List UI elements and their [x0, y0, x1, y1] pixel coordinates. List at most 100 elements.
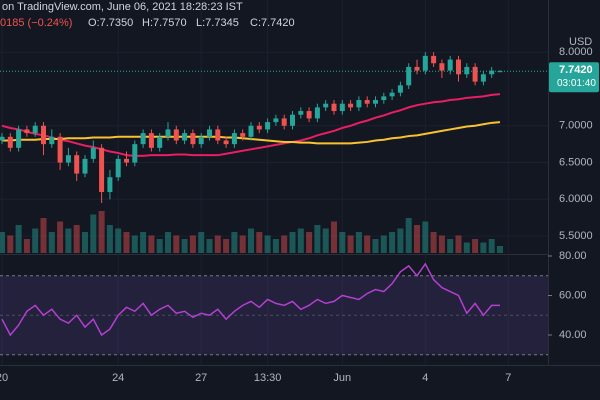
candle-body — [356, 100, 362, 108]
volume-bar — [447, 239, 454, 253]
volume-bar — [380, 235, 387, 253]
volume-bar — [372, 239, 379, 253]
candle-body — [132, 144, 138, 163]
y-tick-label: 5.5000 — [559, 230, 593, 242]
volume-bar — [198, 232, 205, 253]
change: 0185 (−0.24%) — [0, 17, 72, 29]
volume-bar — [438, 235, 445, 253]
volume-bar — [57, 221, 64, 253]
volume-bar — [40, 218, 47, 253]
candle-body — [215, 129, 221, 141]
candle-body — [314, 107, 320, 119]
volume-bar — [106, 225, 113, 253]
volume-bar — [248, 228, 254, 253]
volume-bar — [48, 232, 55, 253]
x-tick-label: 4 — [422, 372, 428, 384]
candle-body — [124, 158, 129, 163]
last-price-label: 7.7420 — [559, 64, 593, 76]
candle-body — [431, 55, 437, 64]
volume-bar — [472, 239, 479, 253]
rsi-band — [0, 275, 548, 355]
volume-bar — [355, 232, 362, 253]
candle-body — [198, 136, 204, 145]
candle-body — [90, 147, 96, 159]
candle-body — [422, 55, 428, 71]
volume-bar — [206, 239, 213, 253]
volume-bar — [455, 235, 462, 253]
rsi-tick-label: 60.00 — [559, 289, 587, 301]
volume-bar — [7, 235, 14, 253]
volume-bar — [181, 239, 188, 253]
x-tick-label: 7 — [505, 372, 511, 384]
candle-body — [207, 129, 212, 137]
x-tick-label: Jun — [333, 372, 351, 384]
volume-bar — [0, 232, 5, 253]
candle-body — [173, 129, 179, 141]
candle-body — [223, 140, 229, 145]
candle-body — [24, 129, 30, 134]
volume-bar — [173, 235, 180, 253]
candle-body — [99, 147, 105, 192]
candle-body — [49, 136, 55, 145]
volume-bar — [405, 218, 412, 253]
candle-body — [290, 114, 295, 126]
candle-body — [74, 155, 80, 174]
rsi-tick-label: 80.00 — [559, 250, 587, 262]
volume-bar — [488, 239, 495, 253]
candle-body — [397, 85, 403, 93]
source: on TradingView.com, June 06, 2021 18:28:… — [2, 1, 243, 13]
volume-bar — [364, 235, 371, 253]
candle-body — [497, 71, 503, 73]
volume-bar — [123, 232, 130, 253]
candle-body — [41, 125, 46, 145]
volume-bar — [115, 228, 122, 253]
candle-body — [115, 158, 121, 178]
volume-bar — [480, 242, 487, 253]
candle-body — [281, 118, 287, 126]
candle-body — [157, 136, 163, 148]
volume-bar — [256, 232, 263, 253]
candle-body — [82, 158, 88, 174]
volume-bar — [156, 239, 163, 253]
volume-bar — [90, 214, 97, 253]
volume-bar — [422, 221, 429, 253]
volume-bar — [148, 235, 155, 253]
candle-body — [364, 100, 370, 104]
volume-bar — [281, 235, 288, 253]
candle-body — [65, 155, 71, 163]
volume-bar — [339, 232, 346, 253]
volume-bar — [15, 225, 22, 253]
candle-body — [57, 136, 63, 163]
volume-bar — [239, 235, 246, 253]
volume-bar — [23, 239, 30, 253]
candle-body — [0, 136, 5, 141]
volume-bar — [165, 232, 171, 253]
candle-body — [464, 66, 470, 75]
volume-bar — [463, 242, 470, 253]
candle-body — [248, 125, 254, 137]
volume-bar — [331, 221, 337, 253]
volume-bar — [131, 235, 138, 253]
candle-body — [447, 59, 453, 71]
candle-body — [472, 66, 478, 82]
volume-bar — [430, 232, 437, 253]
x-tick-label: 24 — [112, 372, 124, 384]
volume-bar — [306, 232, 313, 253]
candle-body — [414, 66, 420, 71]
rsi-tick-label: 40.00 — [559, 329, 587, 341]
candle-body — [107, 177, 113, 192]
candle-body — [306, 111, 312, 119]
volume-bar — [297, 228, 304, 253]
volume-bar — [214, 235, 221, 253]
candle-body — [190, 133, 196, 145]
candle-body — [265, 122, 271, 130]
ohlc-close: C:7.7420 — [250, 17, 295, 29]
volume-bar — [65, 228, 72, 253]
volume-bar — [140, 232, 147, 253]
candle-body — [373, 100, 378, 104]
candle-body — [182, 133, 188, 141]
candle-body — [231, 133, 237, 145]
candle-body — [389, 92, 395, 97]
candle-body — [439, 63, 445, 71]
